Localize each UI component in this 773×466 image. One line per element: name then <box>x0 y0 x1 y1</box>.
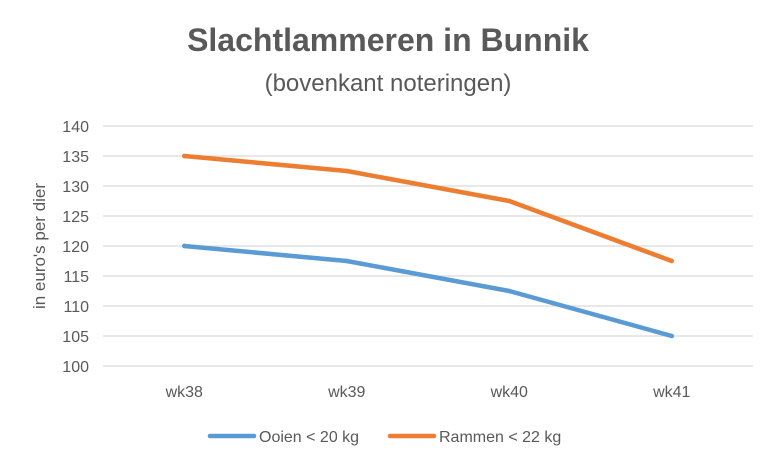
x-tick-label: wk39 <box>327 384 365 401</box>
y-tick-label: 120 <box>62 239 89 256</box>
data-point <box>182 153 187 159</box>
series-line-2 <box>182 153 674 264</box>
y-axis-label: in euro's per dier <box>30 183 49 309</box>
legend: Ooien < 20 kg Rammen < 22 kg <box>207 429 561 446</box>
data-point <box>507 288 512 294</box>
data-point <box>669 258 674 264</box>
y-tick-label: 135 <box>62 149 89 166</box>
series-line-1 <box>182 243 674 339</box>
gridlines <box>103 125 753 367</box>
series-group <box>182 153 674 339</box>
x-tick-label: wk41 <box>652 384 690 401</box>
chart-subtitle: (bovenkant noteringen) <box>265 70 512 97</box>
y-axis-ticks: 100 105 110 115 120 125 130 135 140 <box>62 119 89 376</box>
data-point <box>669 333 674 339</box>
y-tick-label: 105 <box>62 329 89 346</box>
data-point <box>182 243 187 249</box>
x-tick-label: wk40 <box>490 384 528 401</box>
y-tick-label: 125 <box>62 209 89 226</box>
y-tick-label: 100 <box>62 359 89 376</box>
chart-title: Slachtlammeren in Bunnik <box>187 22 589 58</box>
data-point <box>507 198 512 204</box>
x-axis-ticks: wk38 wk39 wk40 wk41 <box>165 384 691 401</box>
y-tick-label: 110 <box>63 299 89 316</box>
legend-label: Ooien < 20 kg <box>259 429 359 446</box>
y-tick-label: 130 <box>62 179 89 196</box>
data-point <box>344 258 349 264</box>
y-tick-label: 140 <box>62 119 89 136</box>
legend-label: Rammen < 22 kg <box>439 429 561 446</box>
x-tick-label: wk38 <box>165 384 203 401</box>
data-point <box>344 168 349 174</box>
y-tick-label: 115 <box>63 269 89 286</box>
